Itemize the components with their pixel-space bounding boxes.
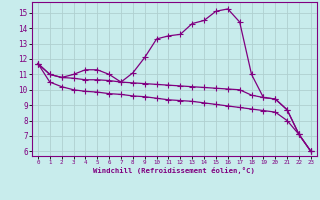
X-axis label: Windchill (Refroidissement éolien,°C): Windchill (Refroidissement éolien,°C): [93, 167, 255, 174]
